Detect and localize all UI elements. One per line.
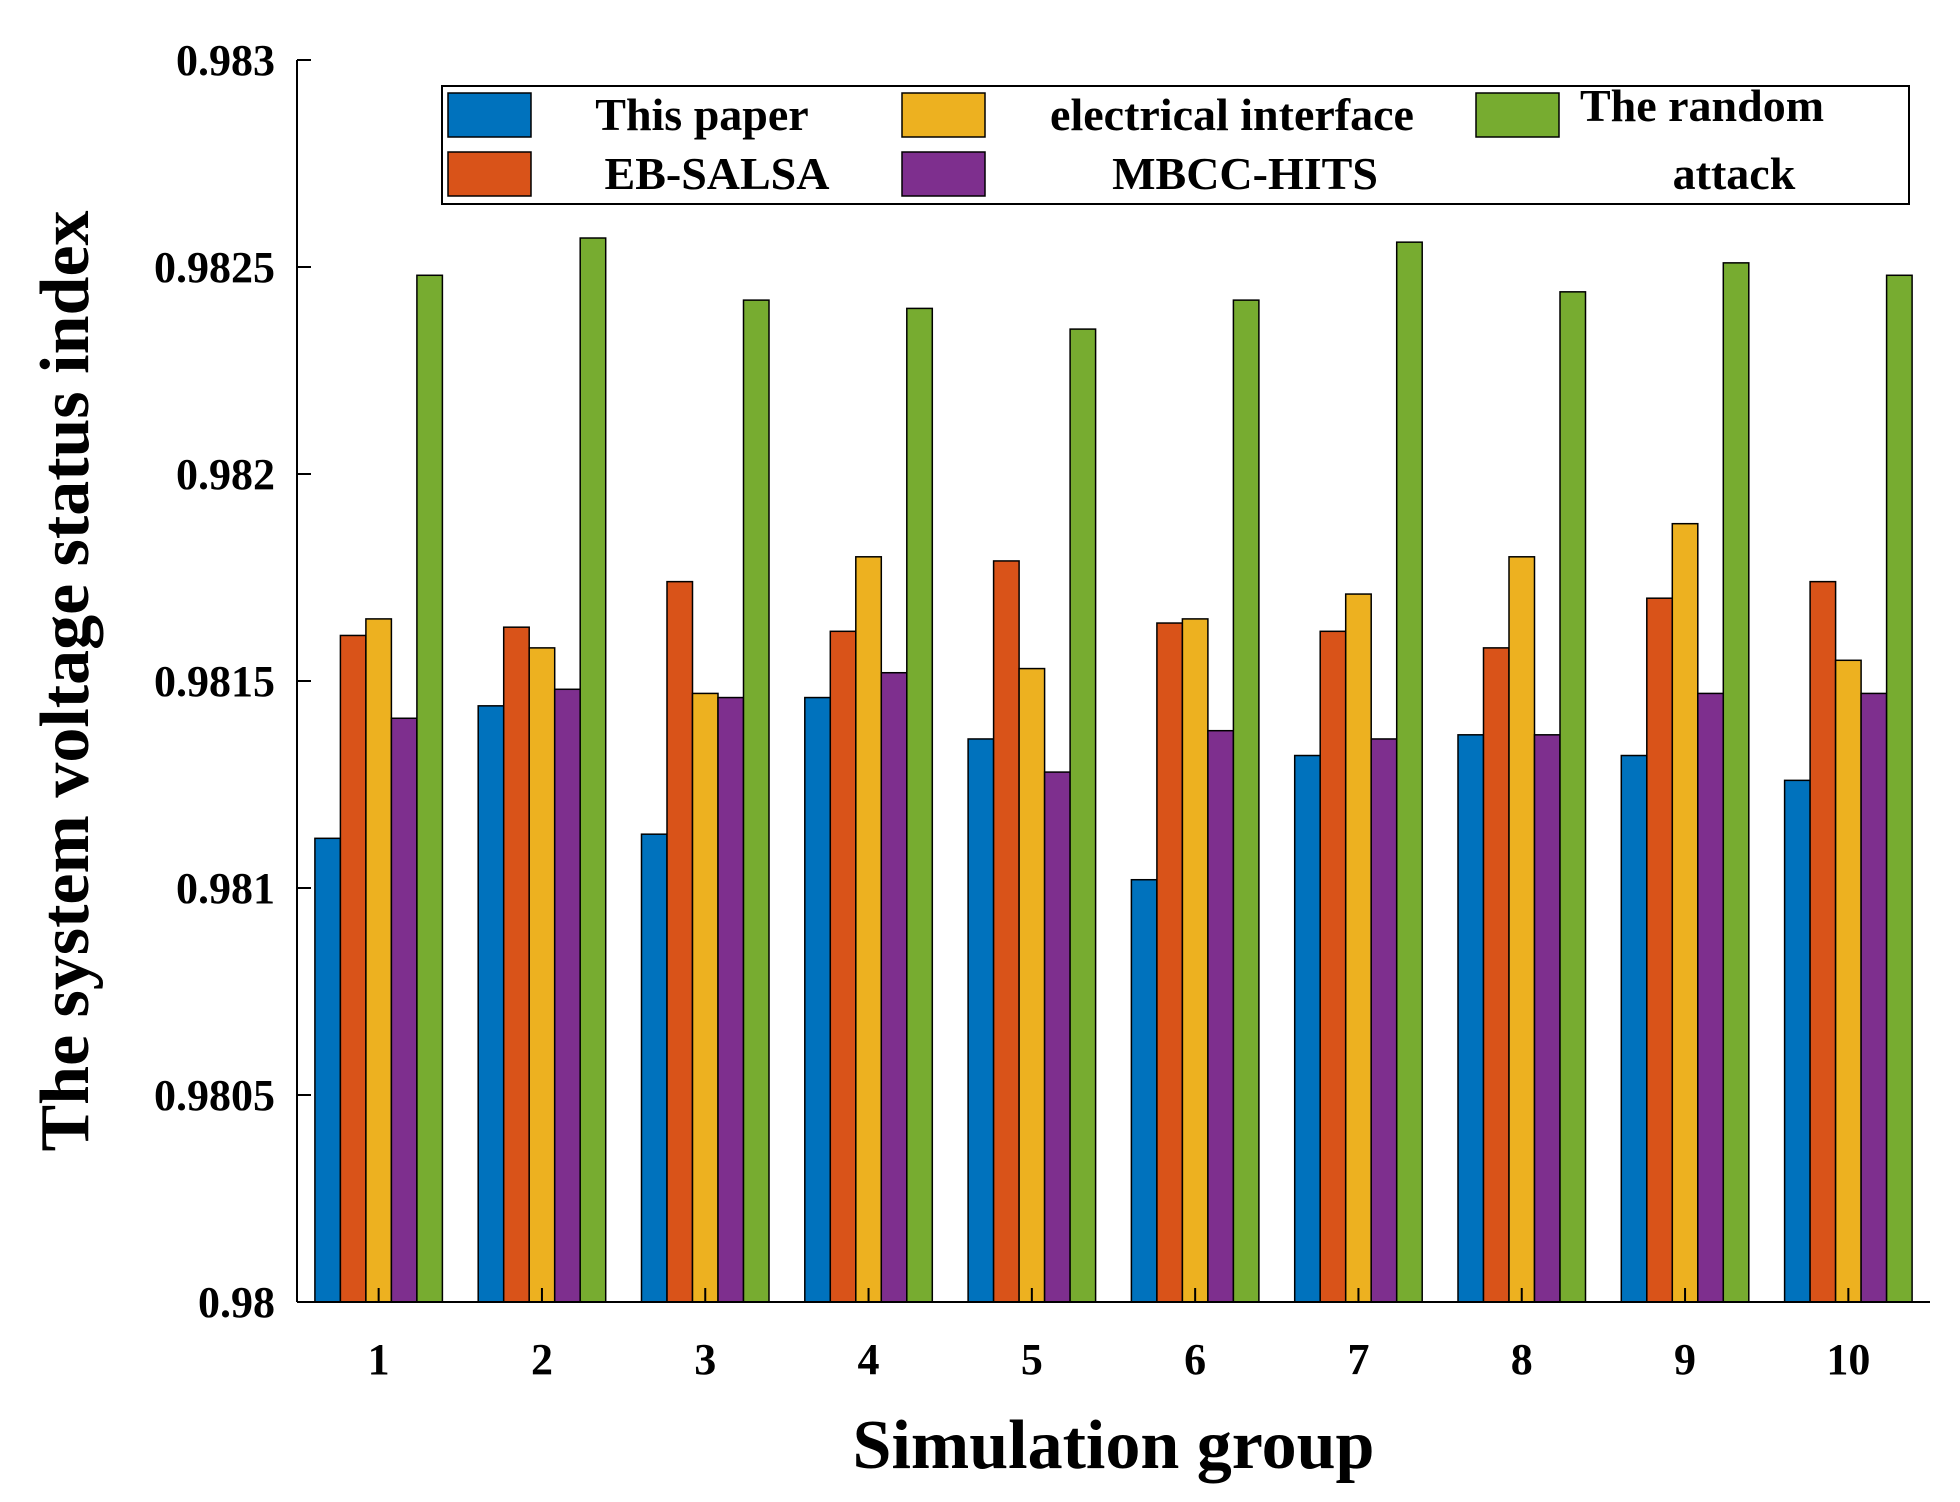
- bar-electrical-interface-group-7: [1344, 593, 1372, 1303]
- bar-mbcc-hits-group-8: [1533, 734, 1561, 1303]
- y-tick-label: 0.983: [176, 36, 275, 85]
- bar-the-random-attack-group-9: [1722, 262, 1750, 1303]
- bar-eb-salsa-group-9: [1646, 597, 1674, 1303]
- legend-swatch-mbcc-hits: [901, 151, 986, 197]
- y-tick-label: 0.982: [176, 450, 275, 499]
- bar-the-random-attack-group-6: [1232, 299, 1260, 1303]
- bar-mbcc-hits-group-5: [1043, 771, 1071, 1303]
- bar-the-random-attack-group-7: [1395, 241, 1423, 1303]
- bar-electrical-interface-group-3: [691, 692, 719, 1303]
- y-axis-title: The system voltage status index: [27, 210, 104, 1151]
- bar-the-random-attack-group-1: [416, 274, 444, 1303]
- bar-mbcc-hits-group-10: [1860, 692, 1888, 1303]
- bar-mbcc-hits-group-3: [717, 696, 745, 1303]
- x-tick-label: 5: [1021, 1335, 1043, 1384]
- x-tick-label: 2: [531, 1335, 553, 1384]
- x-tick-label: 7: [1347, 1335, 1369, 1384]
- bar-mbcc-hits-group-2: [553, 688, 581, 1303]
- legend-label-random-attack-line2: attack: [1673, 148, 1796, 199]
- bar-electrical-interface-group-5: [1018, 667, 1046, 1303]
- x-axis-title: Simulation group: [853, 1407, 1375, 1484]
- bar-eb-salsa-group-10: [1809, 580, 1837, 1303]
- bar-eb-salsa-group-6: [1156, 622, 1184, 1303]
- bar-eb-salsa-group-7: [1319, 630, 1347, 1303]
- bar-eb-salsa-group-2: [502, 626, 530, 1303]
- bar-mbcc-hits-group-9: [1697, 692, 1725, 1303]
- bar-mbcc-hits-group-7: [1370, 738, 1398, 1303]
- bar-this-paper-group-5: [967, 738, 995, 1303]
- bar-electrical-interface-group-1: [365, 618, 393, 1303]
- axes-layer: 0.98 0.9805 0.981 0.9815 0.982 0.9825 0.983 1 2…: [154, 36, 1930, 1384]
- bar-mbcc-hits-group-6: [1207, 729, 1235, 1303]
- bar-mbcc-hits-group-1: [390, 717, 418, 1303]
- bar-electrical-interface-group-6: [1181, 618, 1209, 1303]
- legend-swatch-random-attack: [1475, 92, 1560, 138]
- bars-layer: [314, 237, 1913, 1303]
- legend-box: [441, 85, 1910, 205]
- legend: This paper EB-SALSA electrical interface…: [441, 80, 1910, 205]
- legend-label-eb-salsa: EB-SALSA: [605, 148, 830, 199]
- legend-label-random-attack-line1: The random: [1580, 80, 1824, 131]
- bar-the-random-attack-group-3: [742, 299, 770, 1303]
- legend-label-mbcc-hits: MBCC-HITS: [1112, 148, 1378, 199]
- x-tick-label: 6: [1184, 1335, 1206, 1384]
- bar-electrical-interface-group-8: [1508, 556, 1536, 1303]
- bar-eb-salsa-group-4: [829, 630, 857, 1303]
- legend-swatch-this-paper: [447, 92, 532, 138]
- y-tick-label: 0.981: [176, 864, 275, 913]
- y-tick-label: 0.9825: [154, 243, 275, 292]
- x-tick-label: 10: [1826, 1335, 1870, 1384]
- legend-label-electrical-interface: electrical interface: [1050, 89, 1414, 140]
- x-tick-label: 8: [1511, 1335, 1533, 1384]
- bar-eb-salsa-group-1: [339, 634, 367, 1303]
- bar-the-random-attack-group-4: [906, 307, 934, 1303]
- bar-mbcc-hits-group-4: [880, 671, 908, 1303]
- bar-this-paper-group-1: [314, 837, 342, 1303]
- y-ticks: 0.98 0.9805 0.981 0.9815 0.982 0.9825 0.983: [154, 36, 311, 1327]
- bar-this-paper-group-10: [1783, 779, 1811, 1303]
- bar-eb-salsa-group-8: [1482, 647, 1510, 1303]
- bar-the-random-attack-group-10: [1885, 274, 1913, 1303]
- bar-this-paper-group-3: [640, 833, 668, 1303]
- bar-this-paper-group-4: [804, 696, 832, 1303]
- x-tick-label: 4: [858, 1335, 880, 1384]
- x-ticks: 1 2 3 4 5 6 7 8 9 10: [368, 1288, 1870, 1384]
- bar-eb-salsa-group-5: [992, 560, 1020, 1303]
- bar-electrical-interface-group-9: [1671, 522, 1699, 1303]
- bar-this-paper-group-7: [1293, 754, 1321, 1303]
- legend-label-this-paper: This paper: [595, 89, 808, 140]
- x-tick-label: 9: [1674, 1335, 1696, 1384]
- bar-electrical-interface-group-2: [528, 647, 556, 1303]
- bar-electrical-interface-group-4: [855, 556, 883, 1303]
- y-tick-label: 0.98: [198, 1278, 275, 1327]
- bar-electrical-interface-group-10: [1834, 659, 1862, 1303]
- legend-swatch-eb-salsa: [447, 151, 532, 197]
- bar-this-paper-group-6: [1130, 878, 1158, 1303]
- bar-this-paper-group-9: [1620, 754, 1648, 1303]
- bar-this-paper-group-8: [1457, 734, 1485, 1303]
- y-tick-label: 0.9805: [154, 1071, 275, 1120]
- bar-eb-salsa-group-3: [666, 580, 694, 1303]
- bar-this-paper-group-2: [477, 705, 505, 1303]
- bar-the-random-attack-group-5: [1069, 328, 1097, 1303]
- x-tick-label: 1: [368, 1335, 390, 1384]
- bar-the-random-attack-group-2: [579, 237, 607, 1303]
- x-tick-label: 3: [694, 1335, 716, 1384]
- y-tick-label: 0.9815: [154, 657, 275, 706]
- legend-swatch-electrical-interface: [901, 92, 986, 138]
- bar-the-random-attack-group-8: [1559, 291, 1587, 1303]
